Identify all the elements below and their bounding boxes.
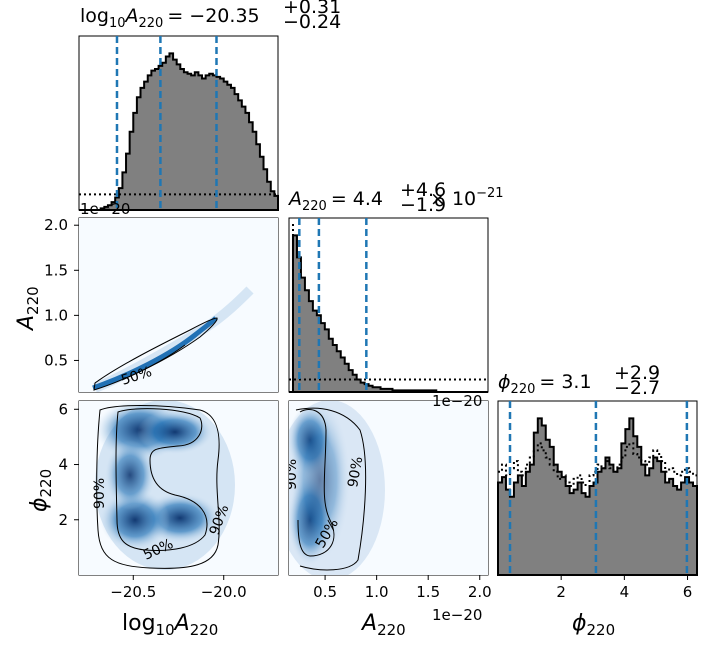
ytick-label-A-0: 0.5 — [44, 351, 68, 369]
svg-text:ϕ220= 3.1: ϕ220 = 3.1 — [498, 371, 592, 397]
svg-text:+0.31: +0.31 — [283, 0, 341, 18]
xtick-label-phi-1: 4 — [620, 583, 630, 601]
svg-text:+4.6: +4.6 — [400, 179, 446, 201]
contour-label-90-d: 90% — [345, 455, 366, 488]
xtick-label-logA-1: −20.0 — [201, 583, 247, 601]
ytick-label-phi-2: 6 — [58, 400, 68, 418]
contour-90-logA-phi — [96, 405, 220, 569]
xtick-label-A-0: 0.5 — [313, 583, 337, 601]
density-logA-A: 50% — [79, 218, 278, 392]
ytick-label-phi-1: 4 — [58, 456, 68, 474]
offset-text-logA-hist: 1e−20 — [80, 200, 130, 218]
svg-text:−2.7: −2.7 — [614, 377, 660, 399]
xtick-label-A-2: 1.5 — [416, 583, 440, 601]
density-logA-phi: 90% 90% 50% — [79, 401, 278, 575]
ytick-label-A-2: 1.5 — [44, 261, 68, 279]
title-A: A220 = 4.4 +4.6 −1.9 × 10−21 — [287, 179, 504, 216]
xlabel-A: A220 — [360, 611, 406, 639]
ylabel-phi: ϕ220 — [27, 469, 55, 512]
svg-text:−1.9: −1.9 — [400, 194, 446, 216]
contour-label-90-e: 90% — [284, 459, 300, 490]
offset-text-A-hist: 1e−20 — [432, 392, 482, 410]
histogram-A — [289, 218, 488, 393]
title-phi: ϕ220 = 3.1 +2.9 −2.7 — [498, 362, 660, 399]
histogram-logA — [79, 36, 279, 211]
svg-text:A220= 4.4: A220 = 4.4 — [287, 188, 383, 214]
svg-text:−0.24: −0.24 — [283, 11, 341, 33]
xlabel-logA: log10A220 — [122, 611, 218, 639]
title-logA: log10A220 = −20.35 +0.31 −0.24 — [80, 0, 341, 33]
svg-text:+2.9: +2.9 — [614, 362, 660, 384]
xtick-label-phi-2: 6 — [683, 583, 693, 601]
contour-50-logA-phi — [115, 408, 208, 551]
contour-50-A-phi — [297, 408, 335, 557]
density-A-phi: 90% 50% 90% — [284, 401, 488, 575]
contour-50-logA-A — [121, 344, 186, 381]
histogram-phi — [497, 401, 698, 576]
ytick-label-A-1: 1.0 — [44, 306, 68, 324]
offset-text-A-axis: 1e−20 — [432, 606, 482, 624]
prior-phi — [498, 442, 697, 488]
xtick-label-A-1: 1.0 — [365, 583, 389, 601]
ylabel-A: A220 — [14, 286, 42, 332]
svg-text:log10A220= −20.35: log10A220 = −20.35 — [80, 5, 260, 31]
xlabel-phi: ϕ220 — [572, 611, 615, 639]
xtick-label-logA-0: −20.5 — [110, 583, 156, 601]
hist-bars-phi — [497, 417, 698, 576]
xtick-label-phi-0: 2 — [556, 583, 566, 601]
contour-label-90-b: 90% — [92, 478, 108, 509]
hist-bars-logA — [79, 52, 279, 211]
hist-bars-A — [289, 234, 488, 393]
xtick-label-A-3: 2.0 — [468, 583, 492, 601]
svg-text:× 10−21: × 10−21 — [430, 186, 504, 210]
axis-ticks: −20.5 −20.0 0.5 1.0 1.5 2.0 2 4 6 0.5 1.0 1.5 2.0 2 4 6 — [44, 216, 692, 601]
contour-90-A-phi — [295, 407, 367, 571]
ytick-label-A-3: 2.0 — [44, 216, 68, 234]
ytick-label-phi-0: 2 — [58, 511, 68, 529]
